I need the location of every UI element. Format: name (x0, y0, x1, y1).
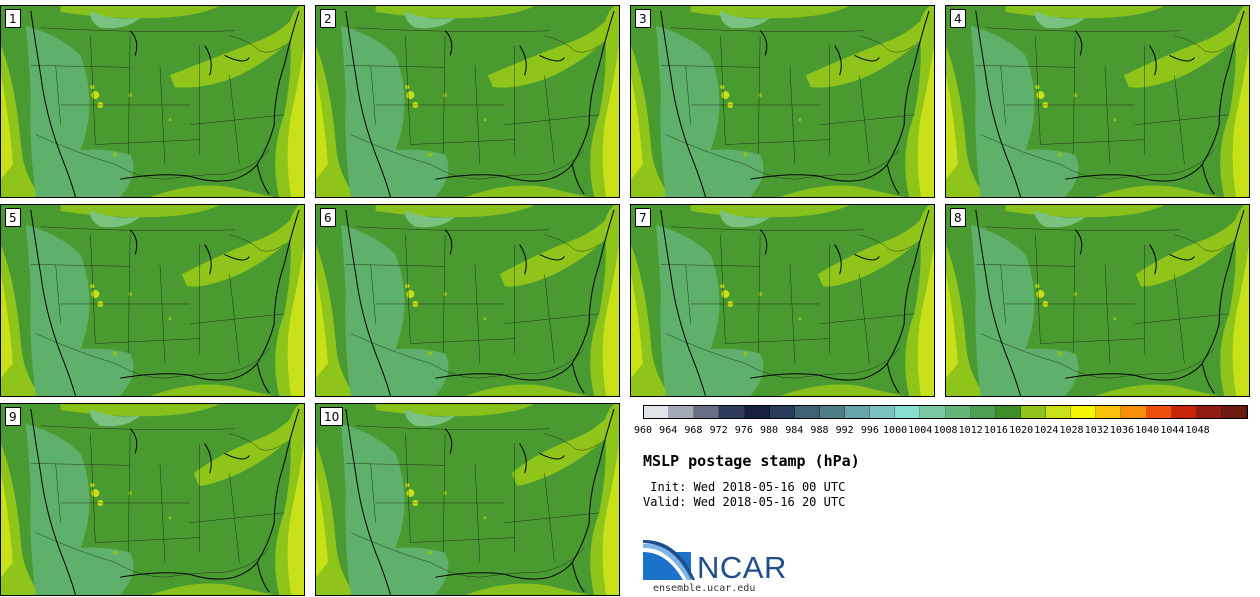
colorbar-tick-label: 1044 (1160, 425, 1185, 436)
member-label: 4 (950, 9, 966, 28)
member-label: 7 (635, 208, 651, 227)
colorbar-tick-label: 980 (760, 425, 779, 436)
logo-url: ensemble.ucar.edu (653, 583, 756, 594)
colorbar-tick-label: 1048 (1185, 425, 1210, 436)
member-label: 1 (5, 9, 21, 28)
colorbar-tick-label: 992 (835, 425, 854, 436)
colorbar-swatch (744, 406, 770, 418)
conus-map (316, 404, 619, 595)
legend-title: MSLP postage stamp (hPa) (643, 452, 860, 470)
colorbar-swatch (1171, 406, 1197, 418)
member-label: 9 (5, 407, 21, 426)
member-label: 5 (5, 208, 21, 227)
colorbar-tick-label: 1020 (1009, 425, 1034, 436)
member-panel-6: 6 (315, 204, 620, 397)
colorbar-swatch (769, 406, 795, 418)
colorbar-tick-label: 1028 (1059, 425, 1084, 436)
colorbar-swatch (794, 406, 820, 418)
conus-map (1, 6, 304, 197)
valid-time: Valid: Wed 2018-05-16 20 UTC (643, 495, 846, 509)
colorbar-swatch (970, 406, 996, 418)
colorbar-ticks: 960 964 968 972 976 980 984 988 992 996 1000 1004 10… (633, 425, 1258, 439)
colorbar-tick-label: 1008 (933, 425, 958, 436)
colorbar-swatch (1146, 406, 1172, 418)
colorbar-swatch (945, 406, 971, 418)
ncar-logo-icon (643, 540, 695, 580)
colorbar-swatch (895, 406, 921, 418)
member-panel-3: 3 (630, 5, 935, 198)
colorbar-tick-label: 968 (684, 425, 703, 436)
colorbar-tick-label: 1016 (983, 425, 1008, 436)
conus-map (316, 205, 619, 396)
colorbar-tick-label: 972 (709, 425, 728, 436)
colorbar-tick-label: 1024 (1034, 425, 1059, 436)
conus-map (1, 205, 304, 396)
colorbar-tick-label: 1012 (958, 425, 983, 436)
conus-map (946, 6, 1249, 197)
colorbar-swatch (920, 406, 946, 418)
colorbar-swatch (870, 406, 896, 418)
colorbar-swatch (845, 406, 871, 418)
colorbar-tick-label: 988 (810, 425, 829, 436)
colorbar-swatch (1071, 406, 1097, 418)
member-panel-7: 7 (630, 204, 935, 397)
colorbar-tick-label: 984 (785, 425, 804, 436)
colorbar-swatch (1121, 406, 1147, 418)
member-panel-5: 5 (0, 204, 305, 397)
member-panel-9: 9 (0, 403, 305, 596)
colorbar-swatch (669, 406, 695, 418)
conus-map (631, 6, 934, 197)
member-panel-10: 10 (315, 403, 620, 596)
colorbar-swatch (819, 406, 845, 418)
member-label: 2 (320, 9, 336, 28)
colorbar (643, 405, 1248, 419)
colorbar-swatch (719, 406, 745, 418)
member-label: 6 (320, 208, 336, 227)
colorbar-swatch (1020, 406, 1046, 418)
colorbar-swatch (995, 406, 1021, 418)
conus-map (316, 6, 619, 197)
colorbar-swatch (644, 406, 670, 418)
colorbar-tick-label: 1004 (908, 425, 933, 436)
colorbar-tick-label: 1036 (1109, 425, 1134, 436)
colorbar-tick-label: 1000 (883, 425, 908, 436)
member-label: 10 (320, 407, 344, 426)
member-panel-1: 1 (0, 5, 305, 198)
colorbar-tick-label: 976 (734, 425, 753, 436)
member-label: 3 (635, 9, 651, 28)
colorbar-swatch (1096, 406, 1122, 418)
colorbar-tick-label: 1040 (1135, 425, 1160, 436)
init-time: Init: Wed 2018-05-16 00 UTC (643, 480, 846, 494)
colorbar-tick-label: 996 (860, 425, 879, 436)
colorbar-tick-label: 1032 (1084, 425, 1109, 436)
colorbar-tick-label: 964 (659, 425, 678, 436)
conus-map (946, 205, 1249, 396)
ncar-logo-text: NCAR (697, 550, 787, 585)
conus-map (1, 404, 304, 595)
colorbar-swatch (1221, 406, 1247, 418)
colorbar-swatch (694, 406, 720, 418)
member-panel-8: 8 (945, 204, 1250, 397)
colorbar-swatch (1046, 406, 1072, 418)
colorbar-tick-label: 960 (633, 425, 653, 436)
member-panel-2: 2 (315, 5, 620, 198)
colorbar-swatch (1196, 406, 1222, 418)
member-panel-4: 4 (945, 5, 1250, 198)
member-label: 8 (950, 208, 966, 227)
conus-map (631, 205, 934, 396)
